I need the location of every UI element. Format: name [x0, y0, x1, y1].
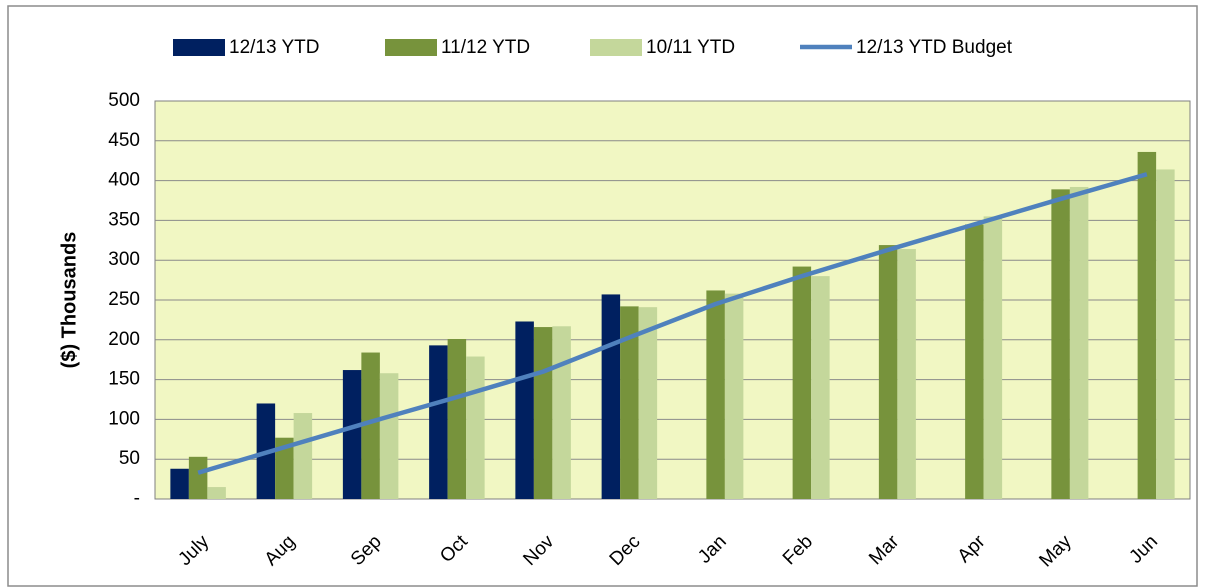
bar	[965, 224, 984, 499]
bar	[1069, 186, 1089, 499]
legend-label: 10/11 YTD	[646, 37, 735, 58]
legend-label: 12/13 YTD	[229, 37, 319, 58]
bar	[792, 266, 812, 499]
bar	[207, 487, 226, 499]
bar	[878, 245, 898, 499]
bar	[379, 373, 399, 499]
bar	[275, 437, 294, 499]
y-tick-label: 300	[108, 249, 140, 270]
bar	[342, 370, 362, 499]
bar	[638, 307, 658, 499]
bar	[188, 456, 208, 499]
bar	[429, 345, 448, 499]
legend-label: 11/12 YTD	[441, 37, 530, 58]
legend-swatch	[385, 39, 437, 56]
bar	[170, 468, 189, 499]
y-axis-label: ($) Thousands	[58, 232, 80, 369]
bar	[515, 321, 534, 499]
bar	[552, 326, 571, 499]
bar	[811, 276, 830, 499]
bar	[620, 306, 639, 499]
y-tick-label: 200	[108, 329, 140, 350]
line	[197, 172, 1148, 475]
bar	[897, 249, 916, 499]
bar	[1051, 189, 1070, 499]
legend-swatch	[590, 39, 642, 56]
bar	[1137, 151, 1157, 499]
bar	[293, 413, 313, 499]
y-tick-label: 50	[119, 448, 140, 469]
y-tick-label: 250	[108, 289, 140, 310]
y-tick-label: 450	[108, 130, 140, 151]
y-tick-label: 100	[108, 408, 140, 429]
y-tick-label: 350	[108, 209, 140, 230]
legend-label: 12/13 YTD Budget	[856, 37, 1013, 58]
bar	[601, 294, 621, 499]
bar	[447, 339, 467, 499]
bar	[466, 356, 485, 499]
bar	[361, 352, 380, 499]
bar	[533, 327, 553, 499]
y-tick-label: 400	[108, 170, 140, 191]
bar	[706, 290, 725, 499]
y-tick-label: 500	[108, 90, 140, 111]
bar	[724, 293, 744, 499]
legend-swatch	[173, 39, 225, 56]
bar	[1156, 169, 1175, 499]
y-tick-label: -	[134, 488, 140, 509]
y-tick-label: 150	[108, 369, 140, 390]
bar	[983, 216, 1003, 500]
